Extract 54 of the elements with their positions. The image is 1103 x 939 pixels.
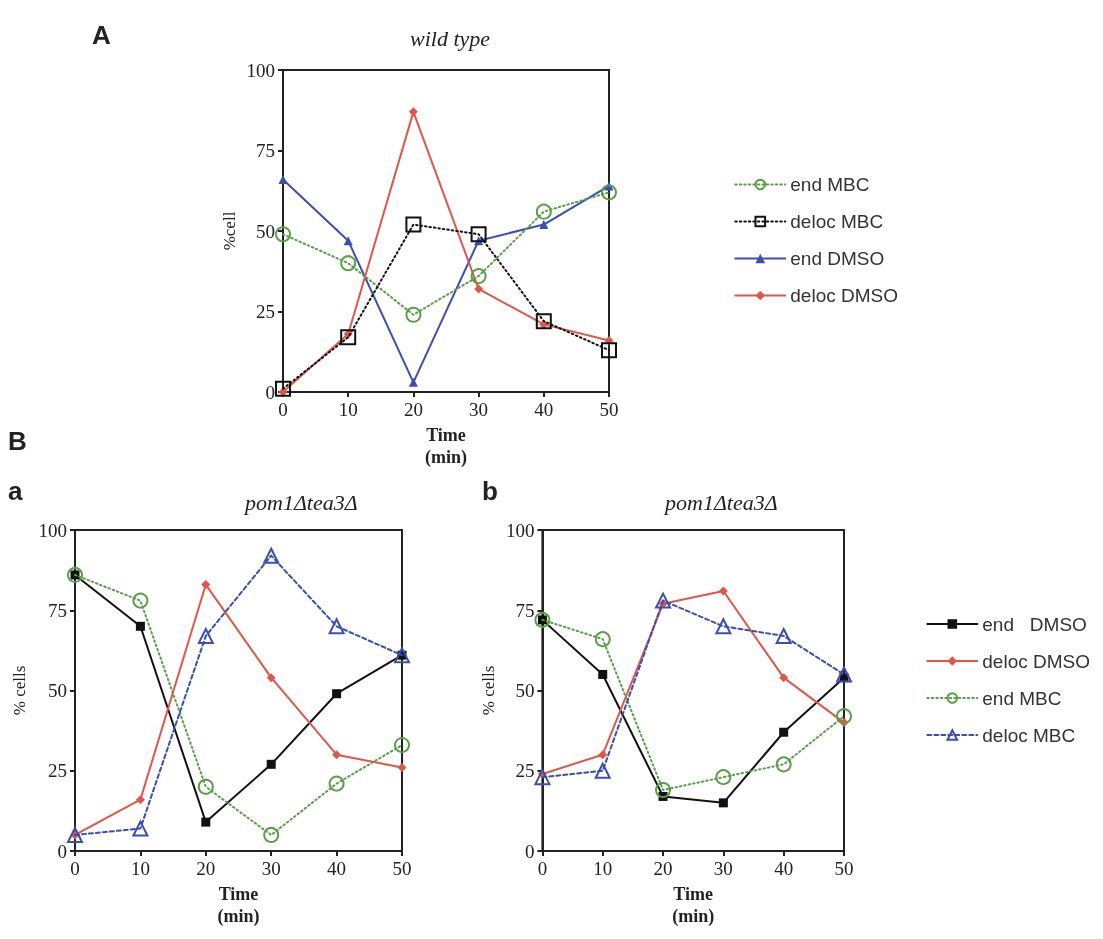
legend-label: deloc MBC [790,211,884,232]
legend-label: end MBC [790,174,870,195]
legend-label: deloc DMSO [982,650,1090,672]
y-tick-label: 50 [515,680,535,701]
y-tick-label: 25 [515,760,535,782]
y-tick-label: 100 [38,519,67,541]
legend-label: deloc MBC [982,724,1076,746]
y-axis-title: %cell [220,211,239,251]
chart-title: pom1Δtea3Δ [663,489,778,515]
y-tick-label: 0 [57,840,67,862]
y-tick-label: 75 [515,599,535,621]
legend-label: end MBC [982,687,1062,709]
y-tick-label: 50 [256,220,275,242]
x-tick-label: 0 [537,858,548,879]
chart-title: pom1Δtea3Δ [243,489,358,515]
text: A [92,20,111,50]
x-tick-label: 50 [599,399,619,420]
y-tick-label: 50 [48,680,67,701]
text: b [482,476,498,506]
x-tick-label: 10 [130,858,150,879]
x-tick-label: 30 [261,858,281,879]
legend-label: end DMSO [790,248,885,269]
y-tick-label: 100 [246,59,275,81]
x-tick-label: 40 [774,858,794,879]
x-tick-label: 30 [713,858,733,879]
y-tick-label: 25 [48,760,67,782]
x-tick-label: 40 [534,399,554,420]
legend-label: deloc DMSO [790,285,898,306]
chart-title: wild type [410,25,491,51]
x-tick-label: 40 [327,858,347,879]
x-tick-label: 0 [70,858,80,879]
y-tick-label: 25 [256,301,275,322]
legend-label: end DMSO [982,613,1087,635]
x-tick-label: 20 [653,858,673,879]
x-tick-label: 0 [278,399,288,420]
x-axis-title: Time (min) [425,424,467,468]
x-tick-label: 50 [392,858,412,879]
y-axis-title: % cells [9,665,29,716]
x-tick-label: 10 [338,399,358,420]
text: a [8,476,23,506]
x-axis-title: Time (min) [217,883,260,927]
x-tick-label: 20 [403,399,423,420]
y-tick-label: 100 [505,519,535,541]
y-tick-label: 75 [48,599,67,621]
y-tick-label: 0 [265,381,275,403]
x-tick-label: 30 [469,399,489,420]
x-axis-title: Time (min) [672,883,715,927]
y-axis-title: % cells [479,665,499,716]
x-tick-label: 10 [593,858,613,879]
text: B [8,426,27,456]
x-tick-label: 20 [196,858,216,879]
x-tick-label: 50 [834,858,854,879]
y-tick-label: 0 [524,840,535,862]
y-tick-label: 75 [256,140,275,161]
